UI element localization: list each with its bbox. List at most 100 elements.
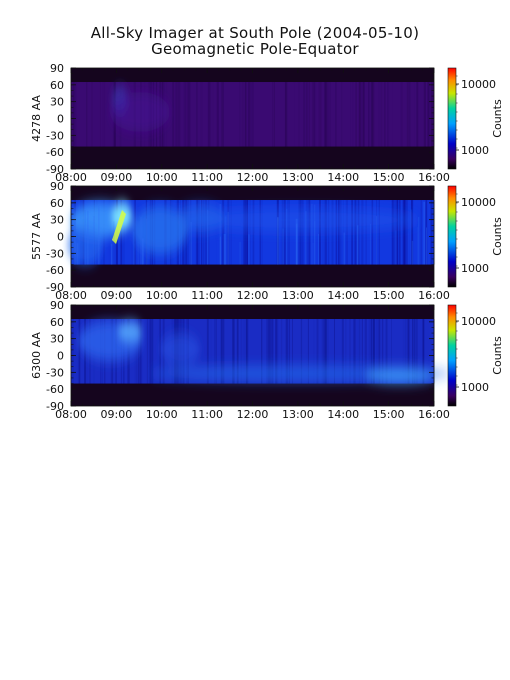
x-tick-label: 12:00	[237, 408, 269, 421]
streak	[200, 82, 203, 147]
streak	[220, 319, 224, 384]
y-tick-label: -30	[46, 247, 64, 260]
streak	[403, 200, 405, 265]
streak	[314, 82, 317, 147]
streak	[355, 319, 357, 384]
streak	[375, 319, 379, 384]
streak	[244, 82, 246, 147]
bright-streak	[111, 243, 113, 265]
bright-streak	[423, 201, 425, 265]
streak	[284, 200, 286, 265]
x-tick-label: 14:00	[327, 408, 359, 421]
streak	[230, 200, 232, 265]
streak	[138, 319, 140, 384]
streak	[208, 82, 210, 147]
streak	[370, 82, 373, 147]
streak	[74, 82, 76, 147]
streak	[324, 82, 326, 147]
bright-streak	[224, 216, 227, 265]
streak	[261, 200, 263, 265]
bright-streak	[395, 230, 397, 265]
streak	[207, 200, 209, 265]
streak	[361, 200, 364, 265]
streak	[237, 319, 239, 384]
bright-streak	[357, 225, 359, 265]
bright-streak	[312, 242, 314, 265]
x-tick-label: 11:00	[191, 171, 223, 184]
streak	[349, 319, 351, 384]
streak	[268, 319, 271, 384]
streak	[288, 319, 290, 384]
streak	[391, 200, 394, 265]
streak	[303, 82, 305, 147]
streak	[407, 319, 410, 384]
streak	[338, 200, 340, 265]
streak	[316, 319, 318, 384]
streak	[271, 319, 274, 384]
streak	[359, 82, 361, 147]
streak	[357, 200, 359, 265]
streak	[300, 200, 302, 265]
streak	[292, 319, 293, 384]
streak	[247, 319, 248, 384]
y-tick-label: -30	[46, 129, 64, 142]
streak	[244, 200, 246, 265]
streak	[252, 82, 254, 147]
streak	[222, 319, 225, 384]
streak	[371, 200, 374, 265]
streak	[221, 200, 225, 265]
streak	[430, 82, 433, 147]
streak	[233, 319, 235, 384]
streak	[325, 82, 327, 147]
panel-ylabel: 5577 AA	[30, 213, 43, 260]
bright-streak	[93, 216, 95, 265]
streak	[316, 319, 319, 384]
bright-streak	[141, 215, 144, 265]
streak	[335, 82, 337, 147]
streak	[361, 319, 363, 384]
streak	[422, 319, 425, 384]
streak	[245, 200, 248, 265]
streak	[285, 82, 287, 147]
colorbar-label-high: 10000	[461, 196, 496, 209]
streak	[308, 200, 311, 265]
streak	[285, 319, 288, 384]
bright-streak	[142, 238, 144, 265]
streak	[306, 200, 308, 265]
streak	[288, 200, 290, 265]
streak	[250, 82, 252, 147]
bright-streak	[376, 216, 378, 265]
streak	[236, 319, 238, 384]
streak	[355, 82, 357, 147]
streak	[427, 82, 430, 147]
streak	[187, 200, 189, 265]
streak	[247, 82, 249, 147]
bright-streak	[418, 216, 420, 265]
x-tick-label: 10:00	[146, 408, 178, 421]
streak	[342, 200, 344, 265]
streak	[212, 82, 214, 147]
x-tick-label: 13:00	[282, 408, 314, 421]
aurora-features	[78, 321, 450, 384]
streak	[140, 319, 142, 384]
streak	[387, 82, 390, 147]
bright-streak	[227, 211, 230, 265]
streak	[411, 200, 413, 265]
x-tick-label: 16:00	[418, 171, 450, 184]
bright-streak	[207, 209, 209, 265]
streak	[392, 200, 395, 265]
streak	[206, 319, 207, 384]
streak	[408, 82, 410, 147]
bright-streak	[74, 220, 76, 265]
streak	[217, 82, 219, 147]
streak	[227, 200, 230, 265]
streak	[86, 82, 88, 147]
streak	[285, 82, 287, 147]
streak	[195, 200, 198, 265]
x-tick-label: 13:00	[282, 171, 314, 184]
streak	[196, 82, 198, 147]
bright-streak	[295, 218, 298, 265]
streak	[372, 319, 375, 384]
streak	[358, 200, 360, 265]
